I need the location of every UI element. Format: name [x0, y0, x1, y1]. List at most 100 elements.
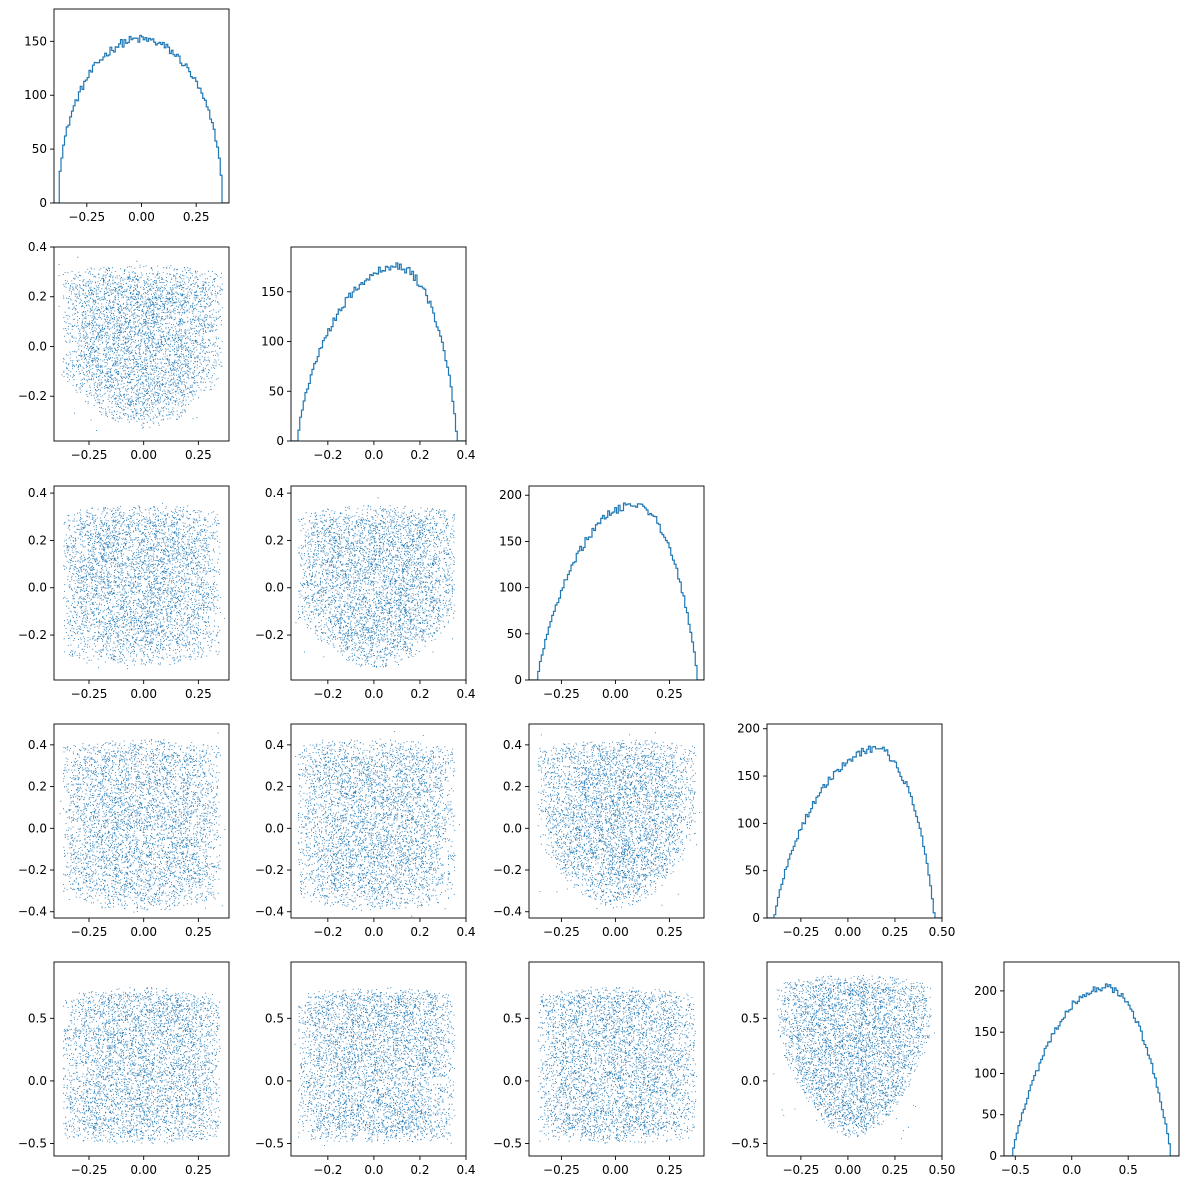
x-tick-label: 0.4	[456, 448, 475, 462]
axes-frame	[53, 8, 230, 204]
scatter-points	[294, 987, 456, 1146]
plot-area	[291, 262, 466, 441]
axes-frame	[766, 961, 943, 1157]
plot-area	[537, 732, 700, 909]
plot-area	[59, 732, 226, 913]
x-tick-label: 0.0	[1062, 1163, 1081, 1177]
y-tick-label: 150	[24, 34, 47, 48]
x-tick-label: 0.00	[602, 1163, 629, 1177]
panel-r3-c0-scatter: −0.25 0.00 0.25 −0.4 −0.2 0.0 0.2 0.4	[18, 723, 230, 939]
y-tick-label: −0.4	[493, 905, 522, 919]
y-tick-label: −0.2	[18, 863, 47, 877]
y-tick-label: −0.4	[18, 905, 47, 919]
y-tick-label: 0.4	[265, 486, 284, 500]
x-tick-label: −0.25	[71, 687, 108, 701]
y-tick-label: 150	[499, 534, 522, 548]
y-tick-label: 0.5	[503, 1011, 522, 1025]
x-tick-label: 0.25	[185, 687, 212, 701]
y-tick-label: 0.5	[265, 1011, 284, 1025]
scatter-points	[62, 987, 221, 1144]
y-tick-label: 150	[974, 1025, 997, 1039]
y-tick-label: −0.5	[493, 1136, 522, 1150]
y-tick-label: 0.0	[28, 821, 47, 835]
panel-r0-c0-histogram: −0.25 0.00 0.25 0 50 100 150	[24, 8, 230, 224]
panel-r2-c1-scatter: −0.2 0.0 0.2 0.4 −0.2 0.0 0.2 0.4	[255, 485, 476, 701]
y-tick-label: 0.0	[265, 581, 284, 595]
y-tick-label: −0.2	[255, 863, 284, 877]
x-tick-label: −0.2	[313, 925, 342, 939]
y-tick-label: 50	[32, 142, 47, 156]
x-tick-label: −0.2	[313, 448, 342, 462]
x-tick-label: 0.25	[882, 925, 909, 939]
x-tick-label: −0.25	[71, 925, 108, 939]
y-tick-label: 50	[982, 1108, 997, 1122]
y-tick-label: 200	[737, 722, 760, 736]
histogram-step-line	[54, 34, 229, 203]
x-tick-label: −0.5	[1001, 1163, 1030, 1177]
panel-r1-c1-histogram: −0.2 0.0 0.2 0.4 0 50 100 150	[261, 246, 476, 462]
panel-r2-c0-scatter: −0.25 0.00 0.25 −0.2 0.0 0.2 0.4	[18, 485, 230, 701]
y-tick-label: 0.2	[28, 533, 47, 547]
histogram-step-line	[291, 262, 466, 441]
y-tick-label: 0.4	[503, 738, 522, 752]
plot-area	[1004, 983, 1179, 1156]
y-tick-label: 0.0	[265, 821, 284, 835]
axes-frame	[528, 485, 705, 681]
y-tick-label: 0.4	[28, 240, 47, 254]
scatter-points	[59, 732, 226, 913]
y-tick-label: −0.2	[255, 628, 284, 642]
panel-r3-c1-scatter: −0.2 0.0 0.2 0.4 −0.4 −0.2 0.0 0.2 0.4	[255, 723, 476, 939]
y-tick-label: 0.0	[503, 821, 522, 835]
y-tick-label: 0	[39, 196, 47, 210]
plot-area	[63, 502, 225, 670]
x-tick-label: 0.00	[602, 925, 629, 939]
x-tick-label: 0.00	[130, 925, 157, 939]
axes-frame	[1003, 961, 1180, 1157]
x-tick-label: 0.25	[185, 448, 212, 462]
y-tick-label: −0.2	[18, 628, 47, 642]
y-tick-label: −0.2	[493, 863, 522, 877]
x-tick-label: 0.0	[364, 925, 383, 939]
axes-frame	[528, 723, 705, 919]
histogram-step-line	[767, 745, 942, 918]
y-tick-label: 50	[269, 384, 284, 398]
x-tick-label: −0.25	[782, 1163, 819, 1177]
y-tick-label: 100	[24, 88, 47, 102]
plot-area	[529, 502, 704, 680]
y-tick-label: 0.4	[28, 738, 47, 752]
y-tick-label: 100	[737, 816, 760, 830]
y-tick-label: 100	[261, 335, 284, 349]
scatter-points	[537, 732, 700, 909]
y-tick-label: 50	[745, 864, 760, 878]
panel-r4-c2-scatter: −0.25 0.00 0.25 −0.5 0.0 0.5	[493, 961, 705, 1177]
x-tick-label: −0.25	[71, 1163, 108, 1177]
y-tick-label: 0.2	[503, 780, 522, 794]
x-tick-label: 0.25	[183, 210, 210, 224]
panel-r3-c3-histogram: −0.25 0.00 0.25 0.50 0 50 100 150 200	[737, 722, 955, 939]
axes-frame	[766, 723, 943, 919]
y-tick-label: 0.0	[28, 581, 47, 595]
x-tick-label: 0.00	[128, 210, 155, 224]
y-tick-label: 0	[514, 673, 522, 687]
x-tick-label: −0.25	[543, 687, 580, 701]
plot-area	[773, 975, 935, 1140]
axes-frame	[290, 961, 467, 1157]
histogram-step-line	[529, 502, 704, 680]
panel-r4-c0-scatter: −0.25 0.00 0.25 −0.5 0.0 0.5	[18, 961, 230, 1177]
x-tick-label: 0.25	[656, 687, 683, 701]
x-tick-label: 0.25	[656, 925, 683, 939]
panel-r4-c1-scatter: −0.2 0.0 0.2 0.4 −0.5 0.0 0.5	[255, 961, 476, 1177]
y-tick-label: 100	[499, 581, 522, 595]
x-tick-label: 0.4	[456, 1163, 475, 1177]
y-tick-label: 0	[989, 1149, 997, 1163]
scatter-points	[295, 731, 460, 917]
y-tick-label: −0.5	[731, 1136, 760, 1150]
y-tick-label: 200	[499, 488, 522, 502]
x-tick-label: −0.25	[71, 448, 108, 462]
panel-r2-c2-histogram: −0.25 0.00 0.25 0 50 100 150 200	[499, 485, 705, 701]
x-tick-label: 0.50	[929, 925, 956, 939]
x-tick-label: 0.00	[602, 687, 629, 701]
scatter-points	[773, 975, 935, 1140]
axes-frame	[53, 485, 230, 681]
